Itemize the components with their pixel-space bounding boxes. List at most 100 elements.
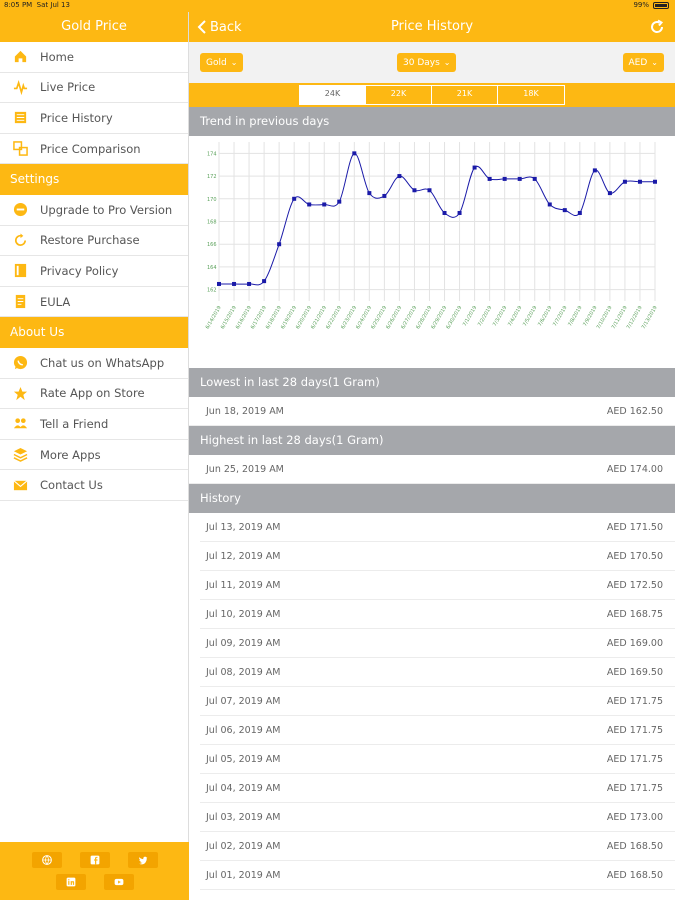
y-tick-label: 162	[207, 288, 217, 294]
lowest-row: Jun 18, 2019 AM AED 162.50	[189, 397, 675, 426]
sidebar-item-contact-us[interactable]: Contact Us	[0, 470, 188, 501]
x-tick-label: 7/4/2019	[507, 305, 523, 327]
battery-icon	[653, 1, 669, 9]
tab-24k[interactable]: 24K	[300, 86, 366, 104]
list-item: Jul 13, 2019 AM AED 171.50	[200, 513, 675, 542]
sidebar-item-privacy-policy[interactable]: Privacy Policy	[0, 256, 188, 287]
star-icon-wrap	[0, 386, 40, 401]
sidebar-item-tell-a-friend[interactable]: Tell a Friend	[0, 409, 188, 440]
period-dropdown[interactable]: 30 Days ⌄	[397, 53, 457, 72]
sidebar-item-upgrade-to-pro-version[interactable]: Upgrade to Pro Version	[0, 195, 188, 226]
history-value: AED 169.00	[606, 637, 663, 649]
history-value: AED 171.75	[606, 724, 663, 736]
globe-button[interactable]	[31, 852, 62, 868]
sidebar-item-restore-purchase[interactable]: Restore Purchase	[0, 226, 188, 257]
history-value: AED 173.00	[606, 811, 663, 823]
lowest-value: AED 162.50	[606, 405, 663, 417]
highest-header: Highest in last 28 days(1 Gram)	[189, 426, 675, 455]
sidebar-item-label: Privacy Policy	[40, 263, 119, 278]
data-point	[322, 202, 327, 207]
highest-value: AED 174.00	[606, 463, 663, 475]
sidebar-item-live-price[interactable]: Live Price	[0, 73, 188, 104]
history-date: Jul 07, 2019 AM	[206, 695, 281, 707]
whatsapp-icon	[13, 356, 27, 370]
mail-icon	[13, 479, 27, 490]
layers-icon-wrap	[0, 447, 40, 462]
sidebar-item-home[interactable]: Home	[0, 42, 188, 73]
history-date: Jul 09, 2019 AM	[206, 637, 281, 649]
tab-21k[interactable]: 21K	[432, 86, 498, 104]
sidebar-item-rate-app-on-store[interactable]: Rate App on Store	[0, 379, 188, 410]
chart-svg: 1741721701681661641626/14/20196/15/20196…	[205, 142, 659, 330]
y-tick-label: 172	[207, 174, 217, 180]
twitter-button[interactable]	[127, 852, 158, 868]
sidebar-item-chat-us-on-whatsapp[interactable]: Chat us on WhatsApp	[0, 348, 188, 379]
y-tick-label: 164	[207, 265, 217, 271]
sidebar-item-price-history[interactable]: Price History	[0, 103, 188, 134]
book-icon-wrap	[0, 263, 40, 278]
star-icon	[13, 386, 27, 400]
chevron-down-icon: ⌄	[443, 58, 451, 67]
book-icon	[14, 264, 26, 278]
y-tick-label: 166	[207, 242, 217, 248]
facebook-icon	[90, 855, 99, 865]
data-point	[562, 208, 567, 213]
data-point	[247, 281, 252, 286]
x-tick-label: 7/2/2019	[477, 305, 493, 327]
history-list: Jul 13, 2019 AM AED 171.50 Jul 12, 2019 AM…	[189, 513, 675, 890]
sidebar-item-label: Home	[40, 49, 74, 64]
highest-date: Jun 25, 2019 AM	[206, 463, 284, 475]
youtube-icon	[114, 878, 123, 886]
metal-dropdown[interactable]: Gold ⌄	[200, 53, 244, 72]
series-line	[219, 152, 655, 286]
data-point	[653, 179, 657, 184]
data-point	[292, 196, 297, 201]
restore-icon	[14, 233, 26, 246]
data-point	[532, 176, 537, 181]
lowest-header: Lowest in last 28 days(1 Gram)	[189, 368, 675, 397]
chevron-left-icon	[197, 20, 206, 34]
youtube-button[interactable]	[103, 874, 134, 890]
currency-dropdown[interactable]: AED ⌄	[622, 53, 664, 72]
status-bar: 8:05 PM Sat Jul 13 99%	[0, 0, 675, 12]
list-item: Jul 06, 2019 AM AED 171.75	[200, 716, 675, 745]
data-point	[502, 176, 507, 181]
data-point	[337, 199, 342, 204]
sidebar-item-label: Rate App on Store	[40, 386, 145, 401]
sidebar-item-more-apps[interactable]: More Apps	[0, 440, 188, 471]
tab-18k[interactable]: 18K	[523, 89, 539, 98]
data-point	[592, 168, 597, 173]
pulse-icon-wrap	[0, 79, 40, 95]
refresh-icon[interactable]	[649, 19, 665, 39]
chevron-down-icon: ⌄	[230, 58, 238, 67]
list-item: Jul 09, 2019 AM AED 169.00	[200, 629, 675, 658]
restore-icon-wrap	[0, 233, 40, 248]
layers-icon	[13, 447, 27, 462]
history-date: Jul 06, 2019 AM	[206, 724, 281, 736]
sidebar-item-label: EULA	[40, 294, 71, 309]
sidebar-item-label: Upgrade to Pro Version	[40, 202, 173, 217]
sidebar-item-label: Price History	[40, 110, 113, 125]
linkedin-button[interactable]	[55, 874, 86, 890]
document-icon	[15, 294, 25, 309]
back-button[interactable]: Back	[197, 12, 242, 42]
friends-icon	[13, 418, 27, 429]
whatsapp-icon-wrap	[0, 355, 40, 370]
data-point	[217, 281, 221, 286]
karat-tabs: 24K 22K 21K 18K	[299, 85, 565, 105]
history-date: Jul 05, 2019 AM	[206, 753, 281, 765]
minus-circle-icon-wrap	[0, 202, 40, 217]
tab-22k[interactable]: 22K	[366, 86, 432, 104]
data-point	[607, 191, 612, 196]
list-item: Jul 10, 2019 AM AED 168.75	[200, 600, 675, 629]
history-value: AED 171.75	[606, 753, 663, 765]
twitter-icon	[138, 856, 147, 865]
sidebar-item-eula[interactable]: EULA	[0, 287, 188, 318]
sidebar-item-price-comparison[interactable]: Price Comparison	[0, 134, 188, 165]
facebook-button[interactable]	[79, 852, 110, 868]
sidebar-item-label: Contact Us	[40, 478, 103, 493]
y-tick-label: 168	[207, 220, 217, 226]
highest-row: Jun 25, 2019 AM AED 174.00	[189, 455, 675, 484]
history-date: Jul 02, 2019 AM	[206, 840, 281, 852]
battery-percent: 99%	[633, 1, 649, 9]
